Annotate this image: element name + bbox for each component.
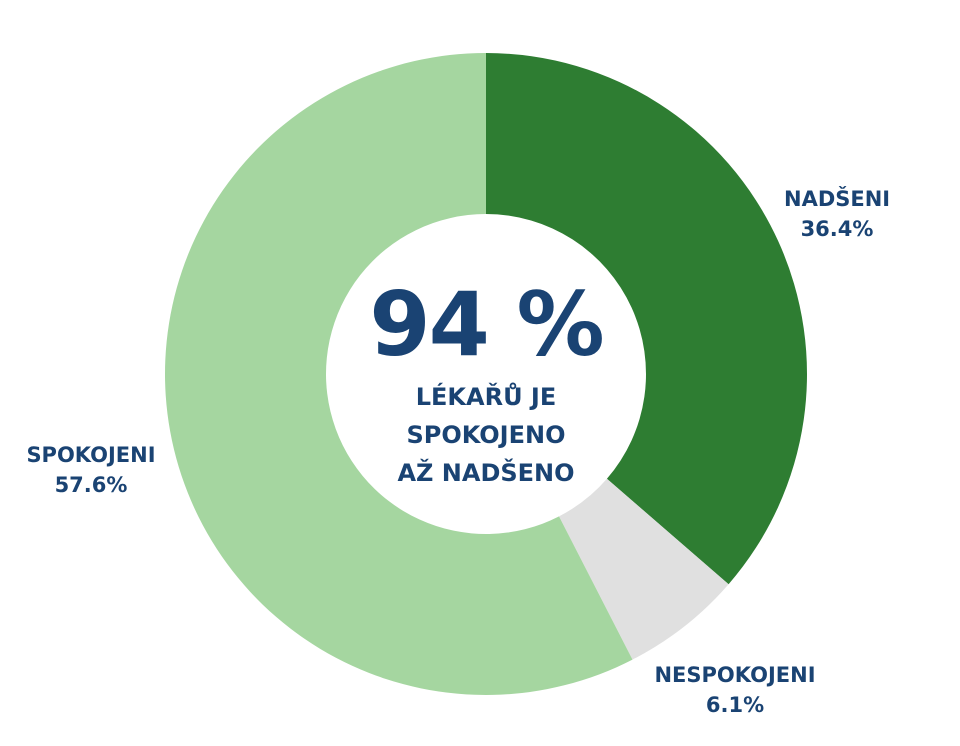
label-nespokojeni-name: NESPOKOJENI [654,663,816,687]
label-nadseni-value: 36.4% [800,217,874,241]
center-caption-line-3: AŽ NADŠENO [397,459,575,487]
center-caption: LÉKAŘŮ JE SPOKOJENO AŽ NADŠENO [326,378,646,492]
center-caption-line-1: LÉKAŘŮ JE [415,383,557,411]
center-percentage: 94 % [369,273,604,376]
center-caption-line-2: SPOKOJENO [406,421,566,449]
label-spokojeni: SPOKOJENI 57.6% [14,440,168,500]
label-nespokojeni-value: 6.1% [705,693,765,717]
label-nadseni-name: NADŠENI [784,187,891,211]
slice-nespokojeni [559,478,729,660]
slice-spokojeni [164,53,633,695]
label-spokojeni-name: SPOKOJENI [26,443,156,467]
slice-nadšeni [486,53,807,585]
label-spokojeni-value: 57.6% [54,473,128,497]
label-nespokojeni: NESPOKOJENI 6.1% [644,660,826,720]
label-nadseni: NADŠENI 36.4% [784,184,890,244]
